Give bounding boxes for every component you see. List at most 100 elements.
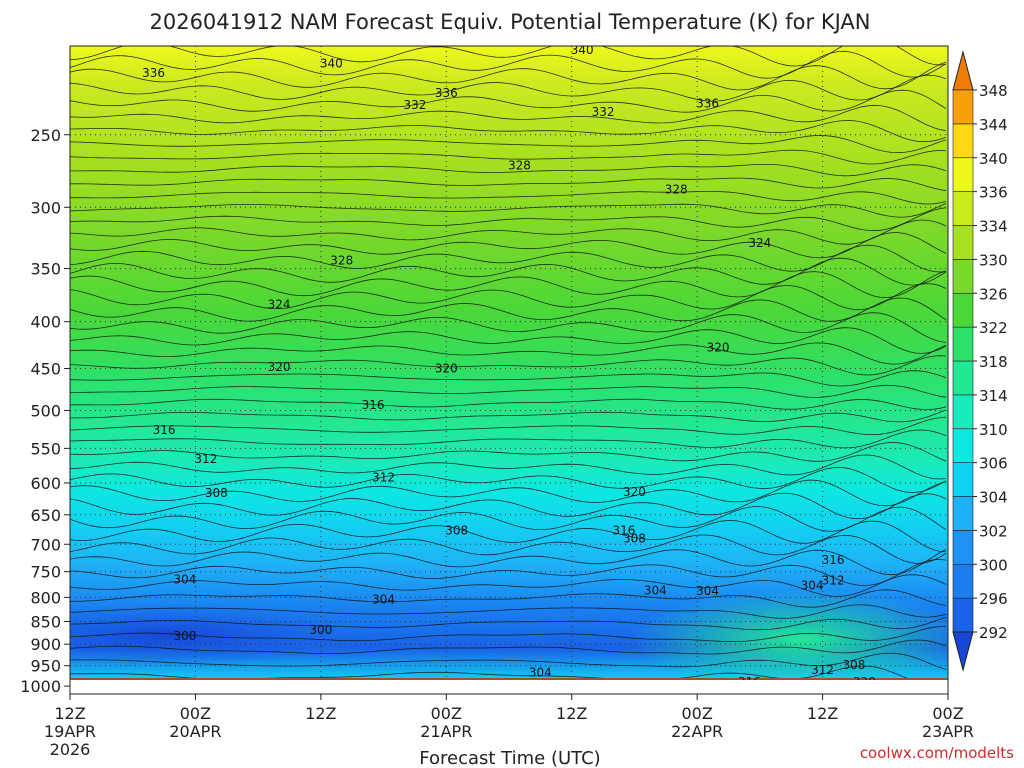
contour-line xyxy=(70,104,947,132)
contour-line xyxy=(70,639,947,655)
colorbar-label: 344 xyxy=(979,116,1008,134)
colorbar: 292 296 300 302 304 306 310 314 318 322 326 330 334 3… xyxy=(952,50,1008,672)
x-tick-date-label: 20APR xyxy=(169,722,221,741)
contour-line xyxy=(70,559,947,587)
colorbar-swatch xyxy=(952,157,974,192)
contour-line xyxy=(70,506,947,532)
contour-label: 316 xyxy=(822,553,845,567)
contour-line xyxy=(70,327,947,354)
contour-line xyxy=(70,270,947,299)
contour-label: 304 xyxy=(801,578,824,592)
grid-lines xyxy=(70,46,948,680)
contour-line xyxy=(70,652,947,670)
credit-text: coolwx.com/modelts xyxy=(860,744,1014,762)
contour-line xyxy=(70,120,947,143)
cold-low-level-region xyxy=(70,603,360,667)
contour-label: 316 xyxy=(613,523,636,537)
contour-label: 332 xyxy=(592,105,615,119)
contour-line xyxy=(70,177,947,192)
colorbar-label: 334 xyxy=(979,218,1008,236)
contour-label: 328 xyxy=(508,158,531,172)
y-tick-label: 850 xyxy=(30,612,61,631)
colorbar-swatch xyxy=(952,428,974,463)
y-tick-label: 450 xyxy=(30,360,61,379)
contour-label: 300 xyxy=(309,623,332,637)
contour-line xyxy=(70,312,947,343)
y-tick-label: 1000 xyxy=(20,677,61,696)
contour-line xyxy=(70,355,947,376)
contour-label: 320 xyxy=(853,675,876,689)
colorbar-label: 322 xyxy=(979,319,1008,337)
contour-line xyxy=(70,191,947,205)
contour-label: 320 xyxy=(707,341,730,355)
colorbar-swatch xyxy=(952,394,974,430)
contour-line xyxy=(70,203,947,218)
colorbar-swatch xyxy=(952,292,974,328)
y-tick-label: 750 xyxy=(30,563,61,582)
x-tick-date-label: 23APR xyxy=(922,722,974,741)
y-tick-label: 700 xyxy=(30,535,61,554)
contour-label: 340 xyxy=(571,43,594,57)
x-tick-label: 12Z xyxy=(305,704,336,723)
chart-title: 2026041912 NAM Forecast Equiv. Potential… xyxy=(149,10,870,34)
contour-line xyxy=(70,534,947,564)
colorbar-swatch xyxy=(952,89,974,125)
contour-label: 332 xyxy=(403,98,426,112)
contour-line xyxy=(70,589,947,608)
colorbar-swatch xyxy=(952,496,974,531)
colorbar-label: 296 xyxy=(979,590,1008,608)
contour-label: 304 xyxy=(174,573,197,587)
contour-label: 300 xyxy=(174,629,197,643)
contour-label: 304 xyxy=(696,584,719,598)
contour-line xyxy=(70,149,947,165)
y-axis: 250 300 350 400 450 500 550 600 650 700 750 800 850 9… xyxy=(20,126,70,696)
x-tick-date-label: 19APR xyxy=(44,722,96,741)
contour-label: 308 xyxy=(623,532,646,546)
contour-line xyxy=(70,297,947,322)
warm-upper-region xyxy=(510,46,948,86)
contour-line xyxy=(70,283,947,311)
y-tick-label: 500 xyxy=(30,401,61,420)
contour-line xyxy=(70,416,947,435)
contour-labels: 336 340 336 332 340 332 336 328 328 328 324 324 320 3… xyxy=(142,43,876,689)
contour-line xyxy=(70,164,947,177)
y-tick-label: 900 xyxy=(30,635,61,654)
x-tick-label: 00Z xyxy=(180,704,211,723)
contour-label: 304 xyxy=(644,583,667,597)
contour-line xyxy=(70,616,947,631)
contour-line xyxy=(70,370,947,387)
colorbar-swatch xyxy=(952,326,974,362)
contour-label: 308 xyxy=(205,486,228,500)
contour-line xyxy=(70,442,947,462)
contour-label: 316 xyxy=(738,675,761,689)
y-tick-label: 300 xyxy=(30,198,61,217)
contour-line xyxy=(70,492,947,520)
colorbar-label: 336 xyxy=(979,184,1008,202)
contour-line xyxy=(70,574,947,597)
x-tick-label: 12Z xyxy=(807,704,838,723)
contour-label: 340 xyxy=(320,57,343,71)
contour-label: 328 xyxy=(330,254,353,268)
colorbar-label: 300 xyxy=(979,556,1008,574)
contour-line xyxy=(70,61,947,91)
contour-line xyxy=(70,74,947,102)
contour-label: 320 xyxy=(623,485,646,499)
contour-label: 312 xyxy=(194,452,217,466)
colorbar-swatch xyxy=(952,462,974,497)
contour-lines xyxy=(70,46,947,680)
contour-label: 336 xyxy=(142,66,165,80)
contour-label: 324 xyxy=(748,236,771,250)
contour-line xyxy=(70,549,947,576)
colorbar-swatch xyxy=(952,191,974,226)
contour-line xyxy=(70,257,947,286)
y-tick-label: 800 xyxy=(30,588,61,607)
contour-line xyxy=(70,342,947,365)
contour-label: 336 xyxy=(696,96,719,110)
contour-line xyxy=(70,604,947,619)
contour-line xyxy=(70,244,947,273)
x-tick-date-label: 22APR xyxy=(671,722,723,741)
colorbar-swatch xyxy=(952,225,974,260)
contour-label: 312 xyxy=(811,663,834,677)
contour-line xyxy=(70,520,947,553)
